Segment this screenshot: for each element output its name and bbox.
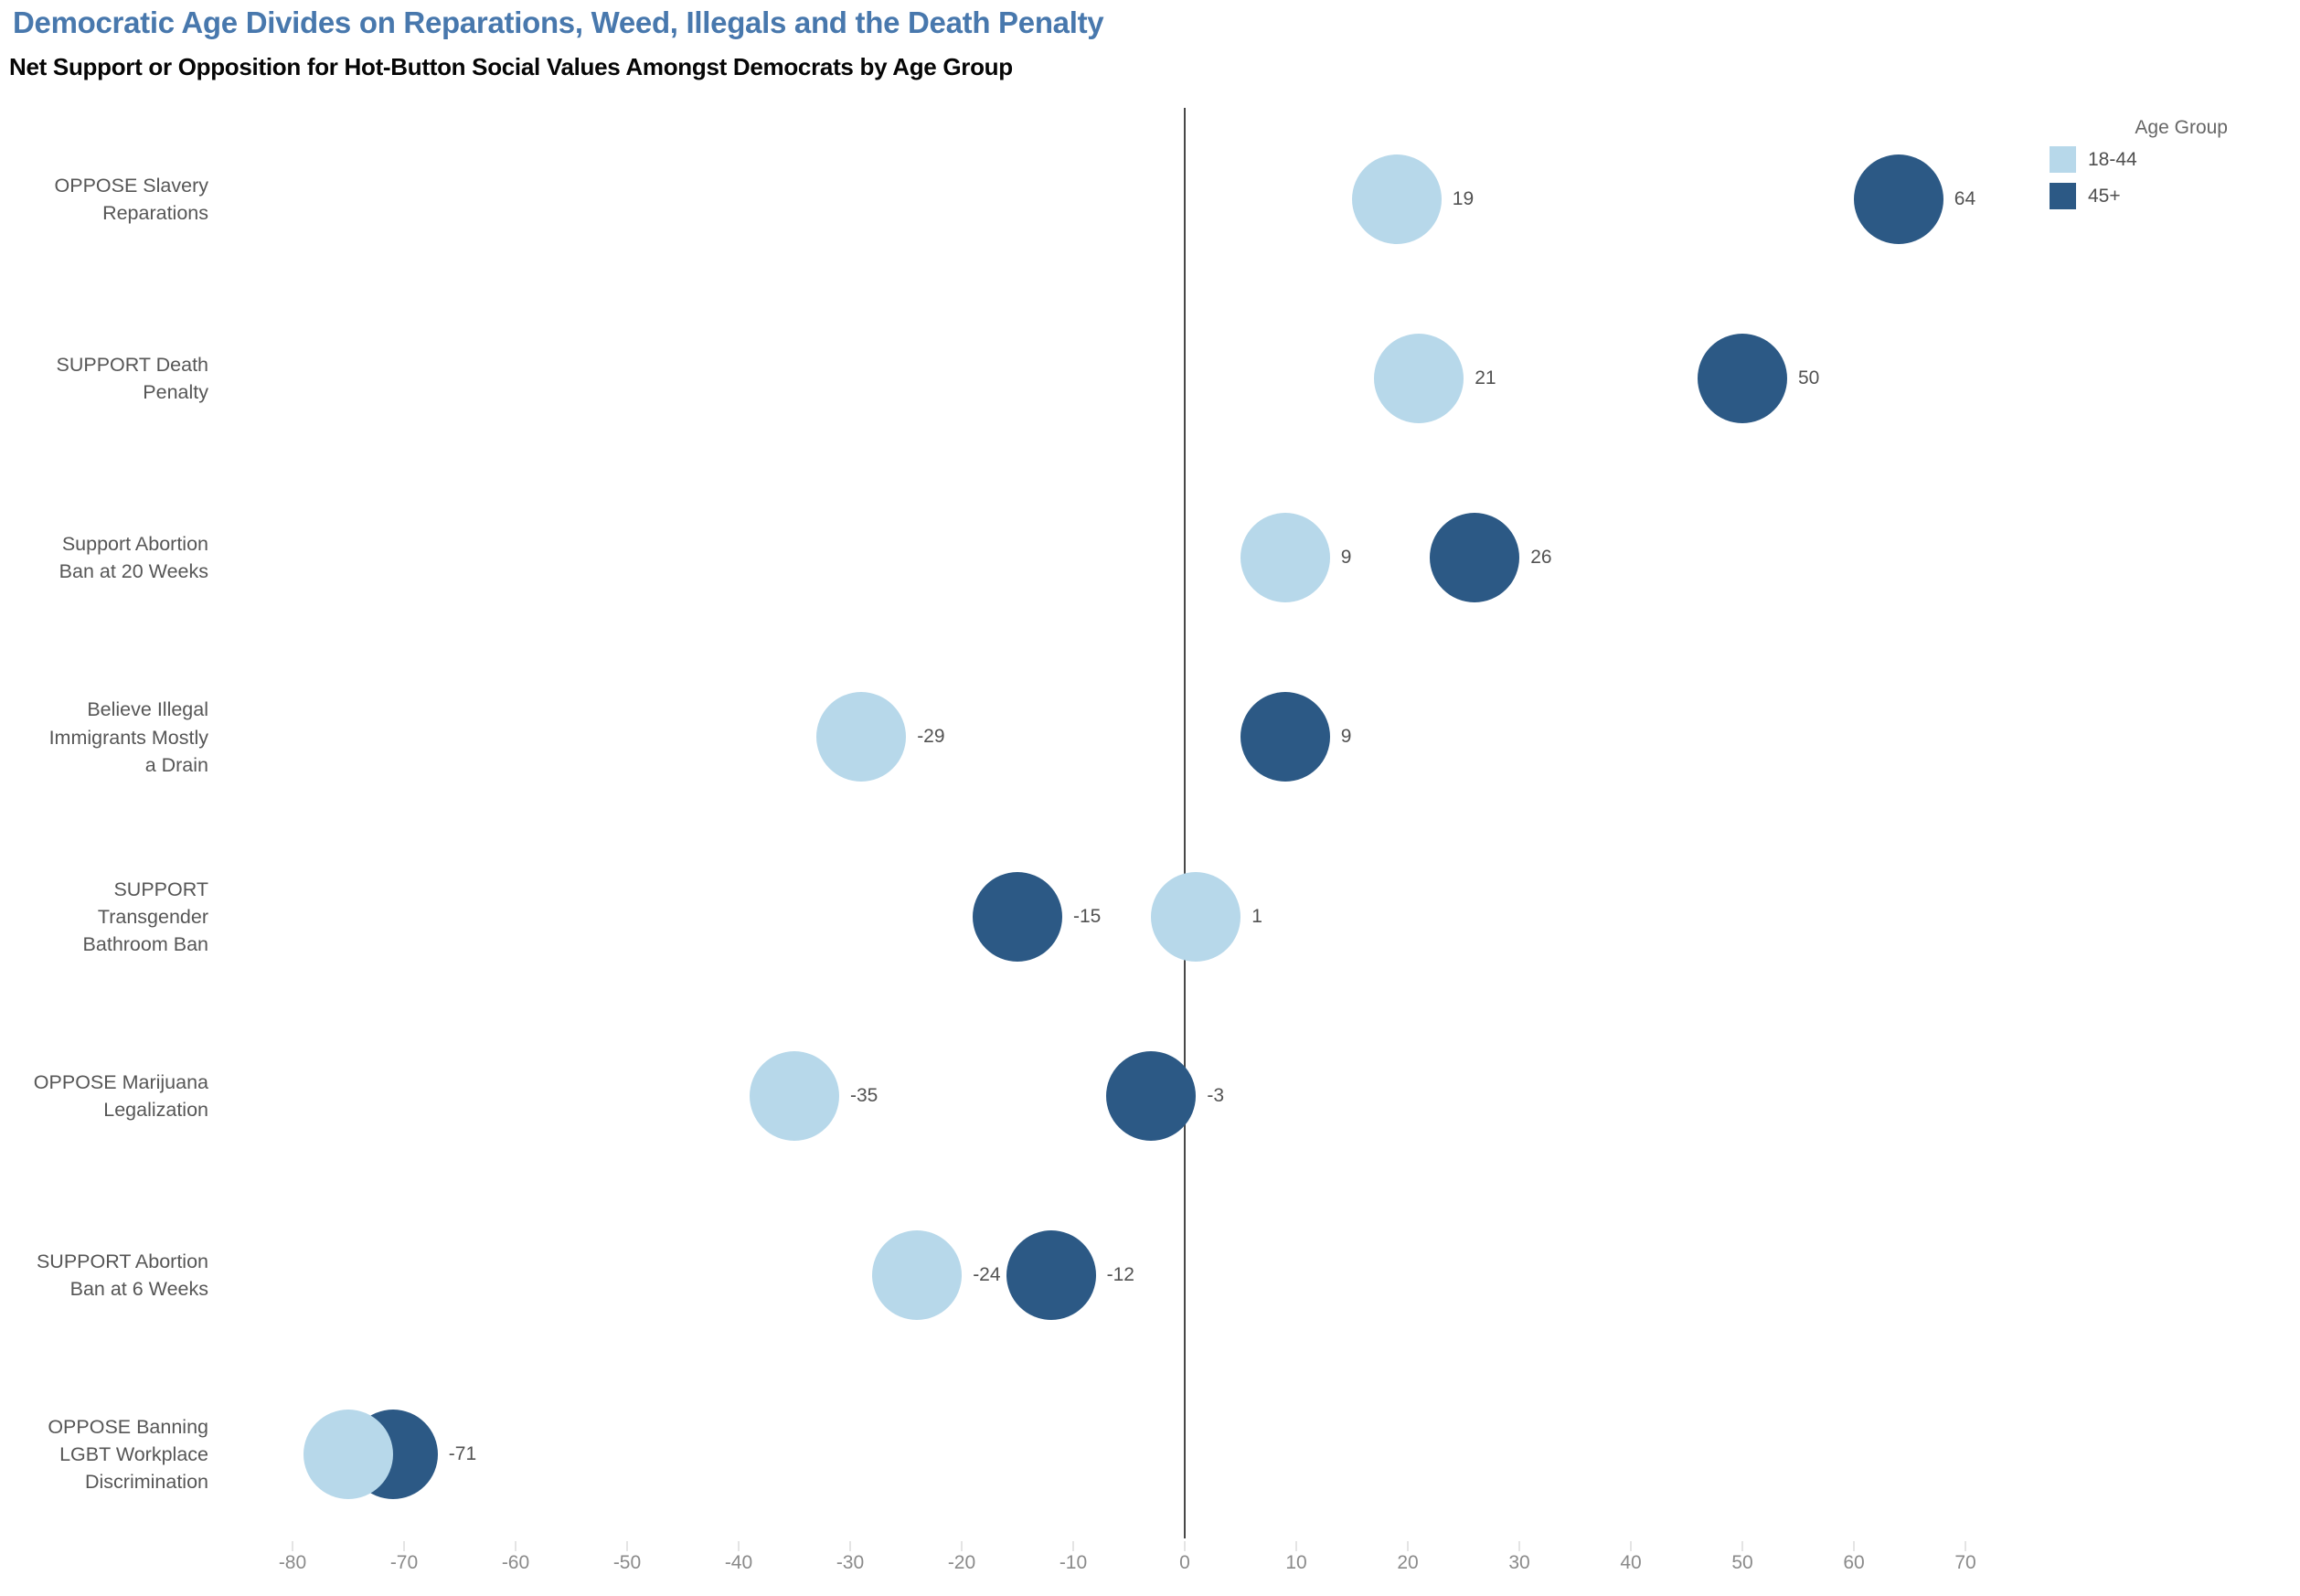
value-label-45-oppose-marijuana-legalization: -3: [1207, 1084, 1225, 1106]
dot-18-44-support-abortion-ban-at-6-weeks[interactable]: [872, 1229, 963, 1320]
x-axis-tick-label: 0: [1179, 1552, 1190, 1573]
dot-18-44-believe-illegal-immigrants-mostly-a-drain[interactable]: [816, 692, 907, 782]
x-axis-tick-label: -80: [278, 1552, 307, 1573]
legend: Age Group 18-44 45+: [2050, 117, 2241, 236]
x-axis-tick-mark: [1518, 1541, 1520, 1551]
dot-18-44-oppose-banning-lgbt-workplace-discrimination[interactable]: [303, 1410, 393, 1500]
category-label-support-death-penalty: SUPPORT Death Penalty: [56, 354, 209, 404]
dot-45-support-death-penalty[interactable]: [1698, 334, 1787, 424]
category-label-believe-illegal-immigrants-mostly-a-drain: Believe Illegal Immigrants Mostly a Drai…: [48, 698, 208, 776]
x-axis-tick-label: 30: [1508, 1552, 1530, 1573]
x-axis-tick-mark: [626, 1541, 628, 1551]
x-axis-tick-label: -50: [612, 1552, 642, 1573]
x-axis-tick-mark: [961, 1541, 963, 1551]
dot-45-support-abortion-ban-at-6-weeks[interactable]: [1006, 1229, 1096, 1320]
x-axis-tick-label: 10: [1285, 1552, 1307, 1573]
value-label-45-support-transgender-bathroom-ban: -15: [1073, 905, 1102, 927]
x-axis-tick-mark: [1741, 1541, 1743, 1551]
value-label-18-44-support-abortion-ban-at-20-weeks: 9: [1340, 547, 1352, 569]
dot-18-44-oppose-slavery-reparations[interactable]: [1351, 154, 1442, 244]
legend-title: Age Group: [2135, 117, 2228, 138]
legend-swatch-45: [2050, 183, 2076, 209]
x-axis-tick-mark: [1072, 1541, 1074, 1551]
x-axis-tick-label: 20: [1397, 1552, 1419, 1573]
value-label-18-44-support-death-penalty: 21: [1475, 367, 1496, 389]
chart-title: Democratic Age Divides on Reparations, W…: [13, 5, 1104, 39]
dot-45-oppose-slavery-reparations[interactable]: [1853, 154, 1943, 244]
dot-18-44-support-abortion-ban-at-20-weeks[interactable]: [1240, 513, 1330, 603]
x-axis-tick-mark: [515, 1541, 516, 1551]
dot-18-44-support-transgender-bathroom-ban[interactable]: [1151, 871, 1241, 962]
value-label-45-believe-illegal-immigrants-mostly-a-drain: 9: [1340, 726, 1352, 748]
value-label-45-support-death-penalty: 50: [1798, 367, 1820, 389]
x-axis-tick-label: -20: [947, 1552, 976, 1573]
x-axis-tick-mark: [1407, 1541, 1409, 1551]
x-axis-tick-label: -70: [389, 1552, 419, 1573]
x-axis-tick-label: -10: [1059, 1552, 1088, 1573]
dot-18-44-support-death-penalty[interactable]: [1374, 334, 1464, 424]
dot-45-support-abortion-ban-at-20-weeks[interactable]: [1430, 513, 1520, 603]
x-axis-tick-mark: [849, 1541, 851, 1551]
x-axis-tick-label: 70: [1954, 1552, 1976, 1573]
value-label-45-support-abortion-ban-at-6-weeks: -12: [1106, 1263, 1134, 1285]
dot-45-believe-illegal-immigrants-mostly-a-drain[interactable]: [1240, 692, 1330, 782]
legend-item-label: 45+: [2088, 185, 2121, 207]
x-axis-tick-mark: [292, 1541, 293, 1551]
value-label-45-oppose-slavery-reparations: 64: [1954, 188, 1976, 209]
value-label-18-44-support-transgender-bathroom-ban: 1: [1251, 905, 1262, 927]
value-label-45-support-abortion-ban-at-20-weeks: 26: [1530, 547, 1552, 569]
x-axis-tick-label: -40: [724, 1552, 753, 1573]
x-axis-tick-label: -60: [501, 1552, 530, 1573]
x-axis-tick-mark: [1853, 1541, 1855, 1551]
legend-item-45[interactable]: 45+: [2050, 183, 2121, 209]
dot-18-44-oppose-marijuana-legalization[interactable]: [750, 1050, 839, 1141]
zero-axis-line: [1184, 108, 1186, 1538]
x-axis-tick-mark: [1184, 1541, 1186, 1551]
category-label-oppose-marijuana-legalization: OPPOSE Marijuana Legalization: [33, 1070, 208, 1121]
value-label-18-44-believe-illegal-immigrants-mostly-a-drain: -29: [917, 726, 945, 748]
category-label-support-transgender-bathroom-ban: SUPPORT Transgender Bathroom Ban: [82, 878, 208, 955]
legend-item-18-44[interactable]: 18-44: [2050, 146, 2137, 173]
value-label-18-44-support-abortion-ban-at-6-weeks: -24: [973, 1263, 1001, 1285]
x-axis-tick-mark: [1965, 1541, 1966, 1551]
value-label-45-oppose-banning-lgbt-workplace-discrimination: -71: [448, 1443, 477, 1465]
category-label-oppose-banning-lgbt-workplace-discrimination: OPPOSE Banning LGBT Workplace Discrimina…: [48, 1415, 208, 1494]
x-axis-tick-mark: [1630, 1541, 1632, 1551]
dot-45-support-transgender-bathroom-ban[interactable]: [973, 871, 1062, 962]
x-axis-tick-mark: [403, 1541, 405, 1551]
x-axis-tick-label: -30: [836, 1552, 865, 1573]
value-label-18-44-oppose-marijuana-legalization: -35: [850, 1084, 878, 1106]
x-axis-tick-mark: [1295, 1541, 1297, 1551]
x-axis-tick-mark: [738, 1541, 740, 1551]
x-axis-tick-label: 60: [1843, 1552, 1865, 1573]
value-label-18-44-oppose-slavery-reparations: 19: [1452, 188, 1475, 209]
category-label-support-abortion-ban-at-6-weeks: SUPPORT Abortion Ban at 6 Weeks: [36, 1250, 208, 1300]
legend-swatch-18-44: [2050, 146, 2076, 173]
legend-item-label: 18-44: [2088, 148, 2137, 170]
category-label-oppose-slavery-reparations: OPPOSE Slavery Reparations: [54, 174, 208, 224]
chart-subtitle: Net Support or Opposition for Hot-Button…: [9, 53, 1013, 80]
dot-45-oppose-marijuana-legalization[interactable]: [1106, 1050, 1197, 1141]
x-axis-tick-label: 40: [1620, 1552, 1642, 1573]
x-axis-tick-label: 50: [1731, 1552, 1753, 1573]
category-label-support-abortion-ban-at-20-weeks: Support Abortion Ban at 20 Weeks: [59, 533, 208, 583]
